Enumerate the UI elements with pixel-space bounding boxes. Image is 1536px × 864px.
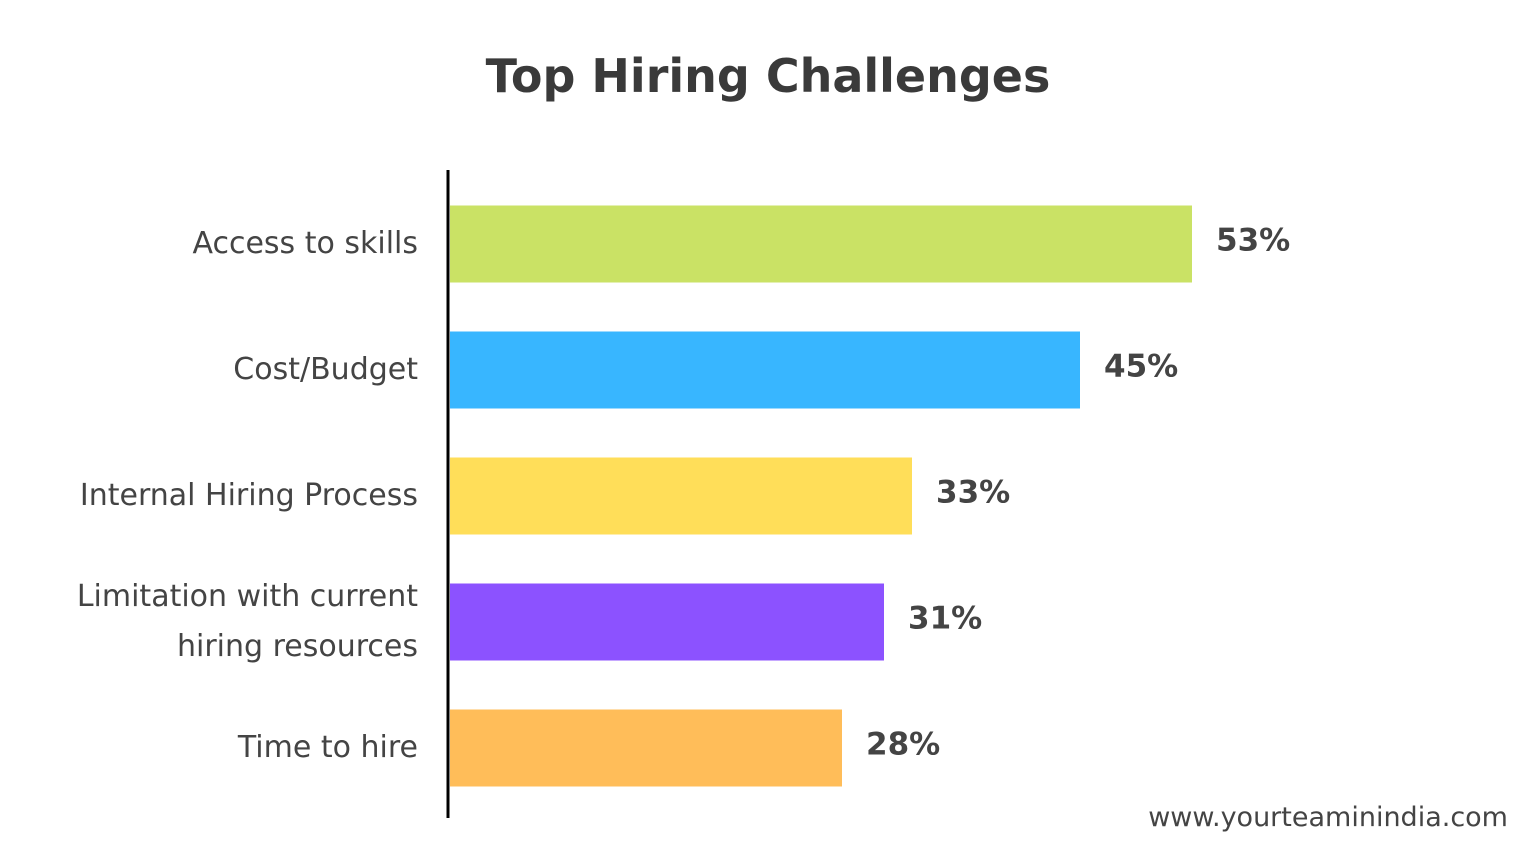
- bar: [450, 457, 912, 535]
- bar: [450, 205, 1192, 283]
- value-label: 31%: [908, 601, 982, 637]
- category-label: Limitation with current hiring resources: [76, 579, 418, 664]
- category-label: Internal Hiring Process: [79, 478, 418, 513]
- category-label: Access to skills: [192, 226, 418, 261]
- value-label: 45%: [1104, 349, 1178, 385]
- bar: [450, 331, 1080, 409]
- bar: [450, 583, 884, 661]
- value-label: 28%: [866, 727, 940, 763]
- source: www.yourteaminindia.com: [1148, 802, 1508, 833]
- value-label: 33%: [936, 475, 1010, 511]
- value-label: 53%: [1216, 223, 1290, 259]
- category-label: Time to hire: [237, 730, 418, 765]
- category-label: Cost/Budget: [233, 352, 418, 387]
- chart-title: Top Hiring Challenges: [486, 49, 1051, 103]
- bar: [450, 709, 842, 787]
